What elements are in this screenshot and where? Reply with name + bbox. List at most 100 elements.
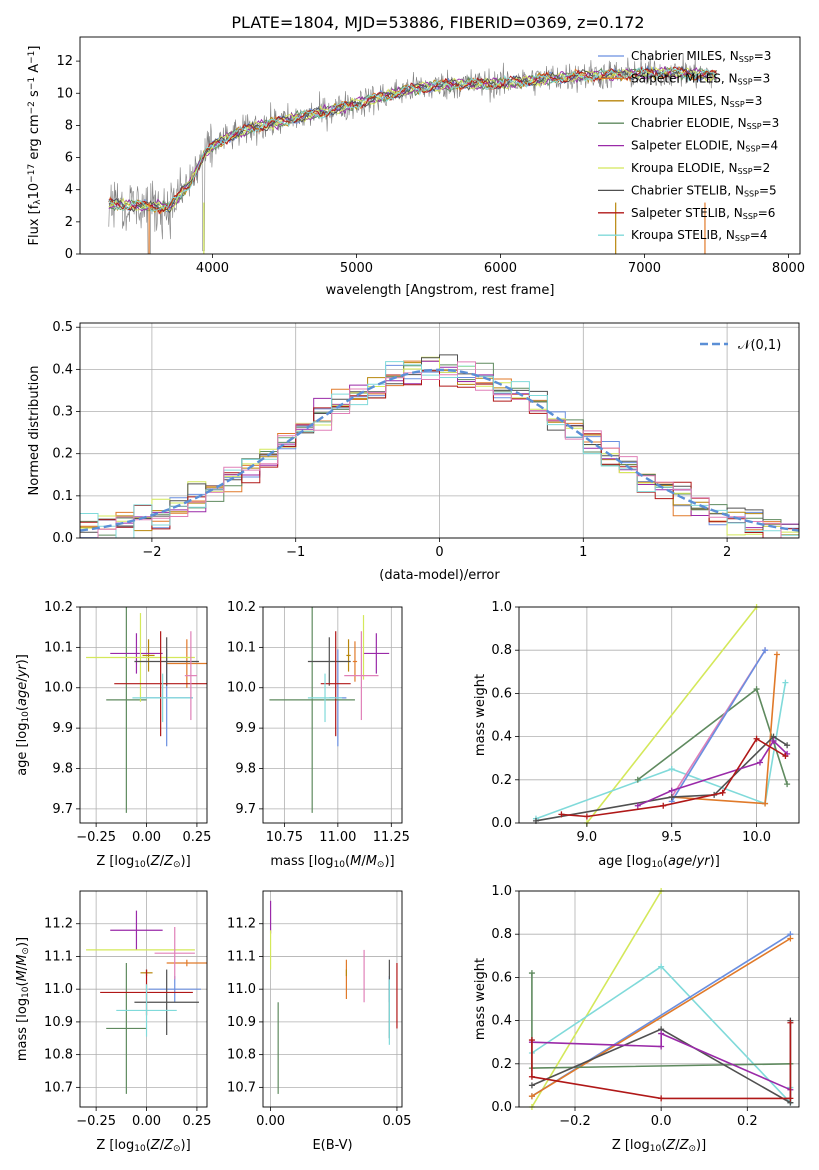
spectrum-panel: 4000 5000 6000 7000 8000 0 2 4 6 8 10 12 wavelength … [27, 36, 805, 298]
label-part: ⊙ [377, 860, 385, 870]
label-part: erg cm [27, 114, 42, 163]
x-tick-label: 0.25 [182, 830, 211, 845]
y-tick-label: 11.2 [227, 917, 256, 932]
label-part: ⊙ [173, 1144, 181, 1154]
x-tick-label: 0 [435, 545, 443, 560]
label-part: ⊙ [688, 1144, 696, 1154]
label-part: )] [384, 854, 394, 869]
x-tick-label: 10.0 [742, 830, 771, 845]
x-tick-label: 6000 [484, 261, 517, 276]
legend-suffix: =3 [754, 49, 772, 63]
y-tick-label: 0.2 [52, 447, 73, 462]
error-bars [86, 607, 207, 813]
y-axis-label: age [log10(age/yr)] [15, 654, 31, 776]
x-tick-label: 0.05 [382, 1114, 411, 1129]
histograms [80, 354, 799, 538]
label-part: M [15, 970, 30, 981]
x-tick-label: 0.0 [651, 1114, 672, 1129]
weight-marker-salpeter_stelib [528, 1037, 535, 1044]
y-tick-label: 11.2 [44, 917, 73, 932]
age-vs-mass-panel: 10.75 11.00 11.25 9.7 9.8 9.9 10.0 10.1 10.2 mass… [227, 600, 410, 870]
model-spectrum-chabrier_stelib [108, 65, 717, 214]
weight-marker-chabrier_elodie [528, 970, 535, 977]
label-part: )] [710, 854, 720, 869]
x-tick-label: 0.25 [182, 1114, 211, 1129]
y-tick-label: 10.8 [227, 1048, 256, 1063]
legend-suffix: =3 [745, 94, 763, 108]
x-tick-label: 0.00 [132, 1114, 161, 1129]
y-tick-label: 0.0 [491, 1100, 512, 1115]
y-tick-label: 10.9 [44, 1015, 73, 1030]
residual-histogram-panel: −2 −1 0 1 2 0.0 0.1 0.2 0.3 0.4 0.5 (data-model)/er… [27, 320, 800, 583]
label-part: 10 [21, 711, 31, 723]
label-part: / [15, 677, 30, 682]
x-tick-label: 1 [579, 545, 587, 560]
weight-line-salpeter_miles [671, 654, 778, 805]
y-tick-label: 0.0 [491, 816, 512, 831]
x-axis-label: mass [log10(M/M⊙)] [270, 854, 394, 870]
legend-label-normal: 𝒩(0,1) [738, 338, 781, 353]
weight-marker-chabrier_stelib [528, 1082, 535, 1089]
legend-text: Salpeter ELODIE, N [631, 139, 745, 153]
label-part: 10 [134, 860, 146, 870]
x-axis-label: Z [log10(Z/Z⊙)] [96, 1138, 190, 1154]
histogram-pink [80, 361, 799, 538]
label-part: ⊙ [21, 947, 31, 955]
weight-marker-salpeter_miles [528, 1093, 535, 1100]
label-part: Z [679, 1138, 690, 1153]
legend-sub: SSP [730, 100, 745, 109]
y-tick-label: 10.0 [227, 681, 256, 696]
axes-frame [518, 890, 800, 1108]
x-tick-label: 0.00 [256, 1114, 285, 1129]
weight-marker-chabrier_elodie [784, 781, 791, 788]
weight-marker-salpeter_miles [787, 935, 794, 942]
y-tick-label: 9.9 [235, 721, 256, 736]
y-tick-label: 10.2 [227, 600, 256, 615]
label-part: −2 [27, 101, 37, 114]
label-part: Z [163, 854, 174, 869]
label-part: −1 [27, 77, 37, 90]
weight-marker-salpeter_stelib [787, 1095, 794, 1102]
axes-frame [79, 36, 801, 255]
weight-vs-metallicity-panel: −0.2 0.0 0.20.00.20.40.60.81.0Z [log10(Z/Z… [473, 884, 800, 1154]
legend-suffix: =4 [760, 139, 778, 153]
legend-text: Chabrier ELODIE, N [631, 116, 747, 130]
label-part: age [15, 682, 30, 706]
y-tick-label: 11.1 [227, 949, 256, 964]
legend-sub: SSP [745, 145, 760, 154]
x-tick-label: 8000 [772, 261, 805, 276]
weight-marker-salpeter_miles [773, 651, 780, 658]
y-axis-label: mass [log10(M/M⊙)] [15, 937, 31, 1061]
y-tick-label: 10.1 [227, 640, 256, 655]
label-part: )] [181, 1138, 191, 1153]
y-tick-label: 0.3 [52, 405, 73, 420]
x-tick-label: 2 [723, 545, 731, 560]
x-tick-label: 0.2 [737, 1114, 758, 1129]
weight-lines [532, 604, 791, 826]
weight-marker-salpeter_elodie [756, 759, 763, 766]
y-tick-label: 12 [56, 54, 73, 69]
weight-marker-salpeter_stelib [787, 1019, 794, 1026]
model-spectrum-kroupa_elodie [108, 65, 717, 213]
label-part: / [675, 1138, 680, 1153]
label-part: ( [146, 1138, 151, 1153]
label-part: )] [696, 1138, 706, 1153]
y-tick-label: 10.0 [44, 681, 73, 696]
legend-suffix: =4 [750, 228, 768, 242]
x-axis-label: (data-model)/error [379, 568, 500, 583]
legend-label-salpeter_elodie: Salpeter ELODIE, NSSP=4 [631, 139, 778, 154]
label-part: −17 [27, 164, 37, 183]
label-part: 10 [334, 860, 346, 870]
weight-marker-salpeter_elodie [634, 802, 641, 809]
label-part: s [27, 90, 42, 101]
label-part: ( [15, 981, 30, 986]
legend-text: Salpeter MILES, N [631, 71, 738, 85]
label-part: M [15, 955, 30, 966]
figure-title: PLATE=1804, MJD=53886, FIBERID=0369, z=0… [231, 13, 644, 32]
weight-marker-salpeter_elodie [668, 787, 675, 794]
label-part: ⊙ [173, 860, 181, 870]
axes-frame [262, 606, 403, 824]
y-axis-label: mass weight [473, 958, 488, 1040]
legend-label-salpeter_stelib: Salpeter STELIB, NSSP=6 [631, 206, 775, 221]
